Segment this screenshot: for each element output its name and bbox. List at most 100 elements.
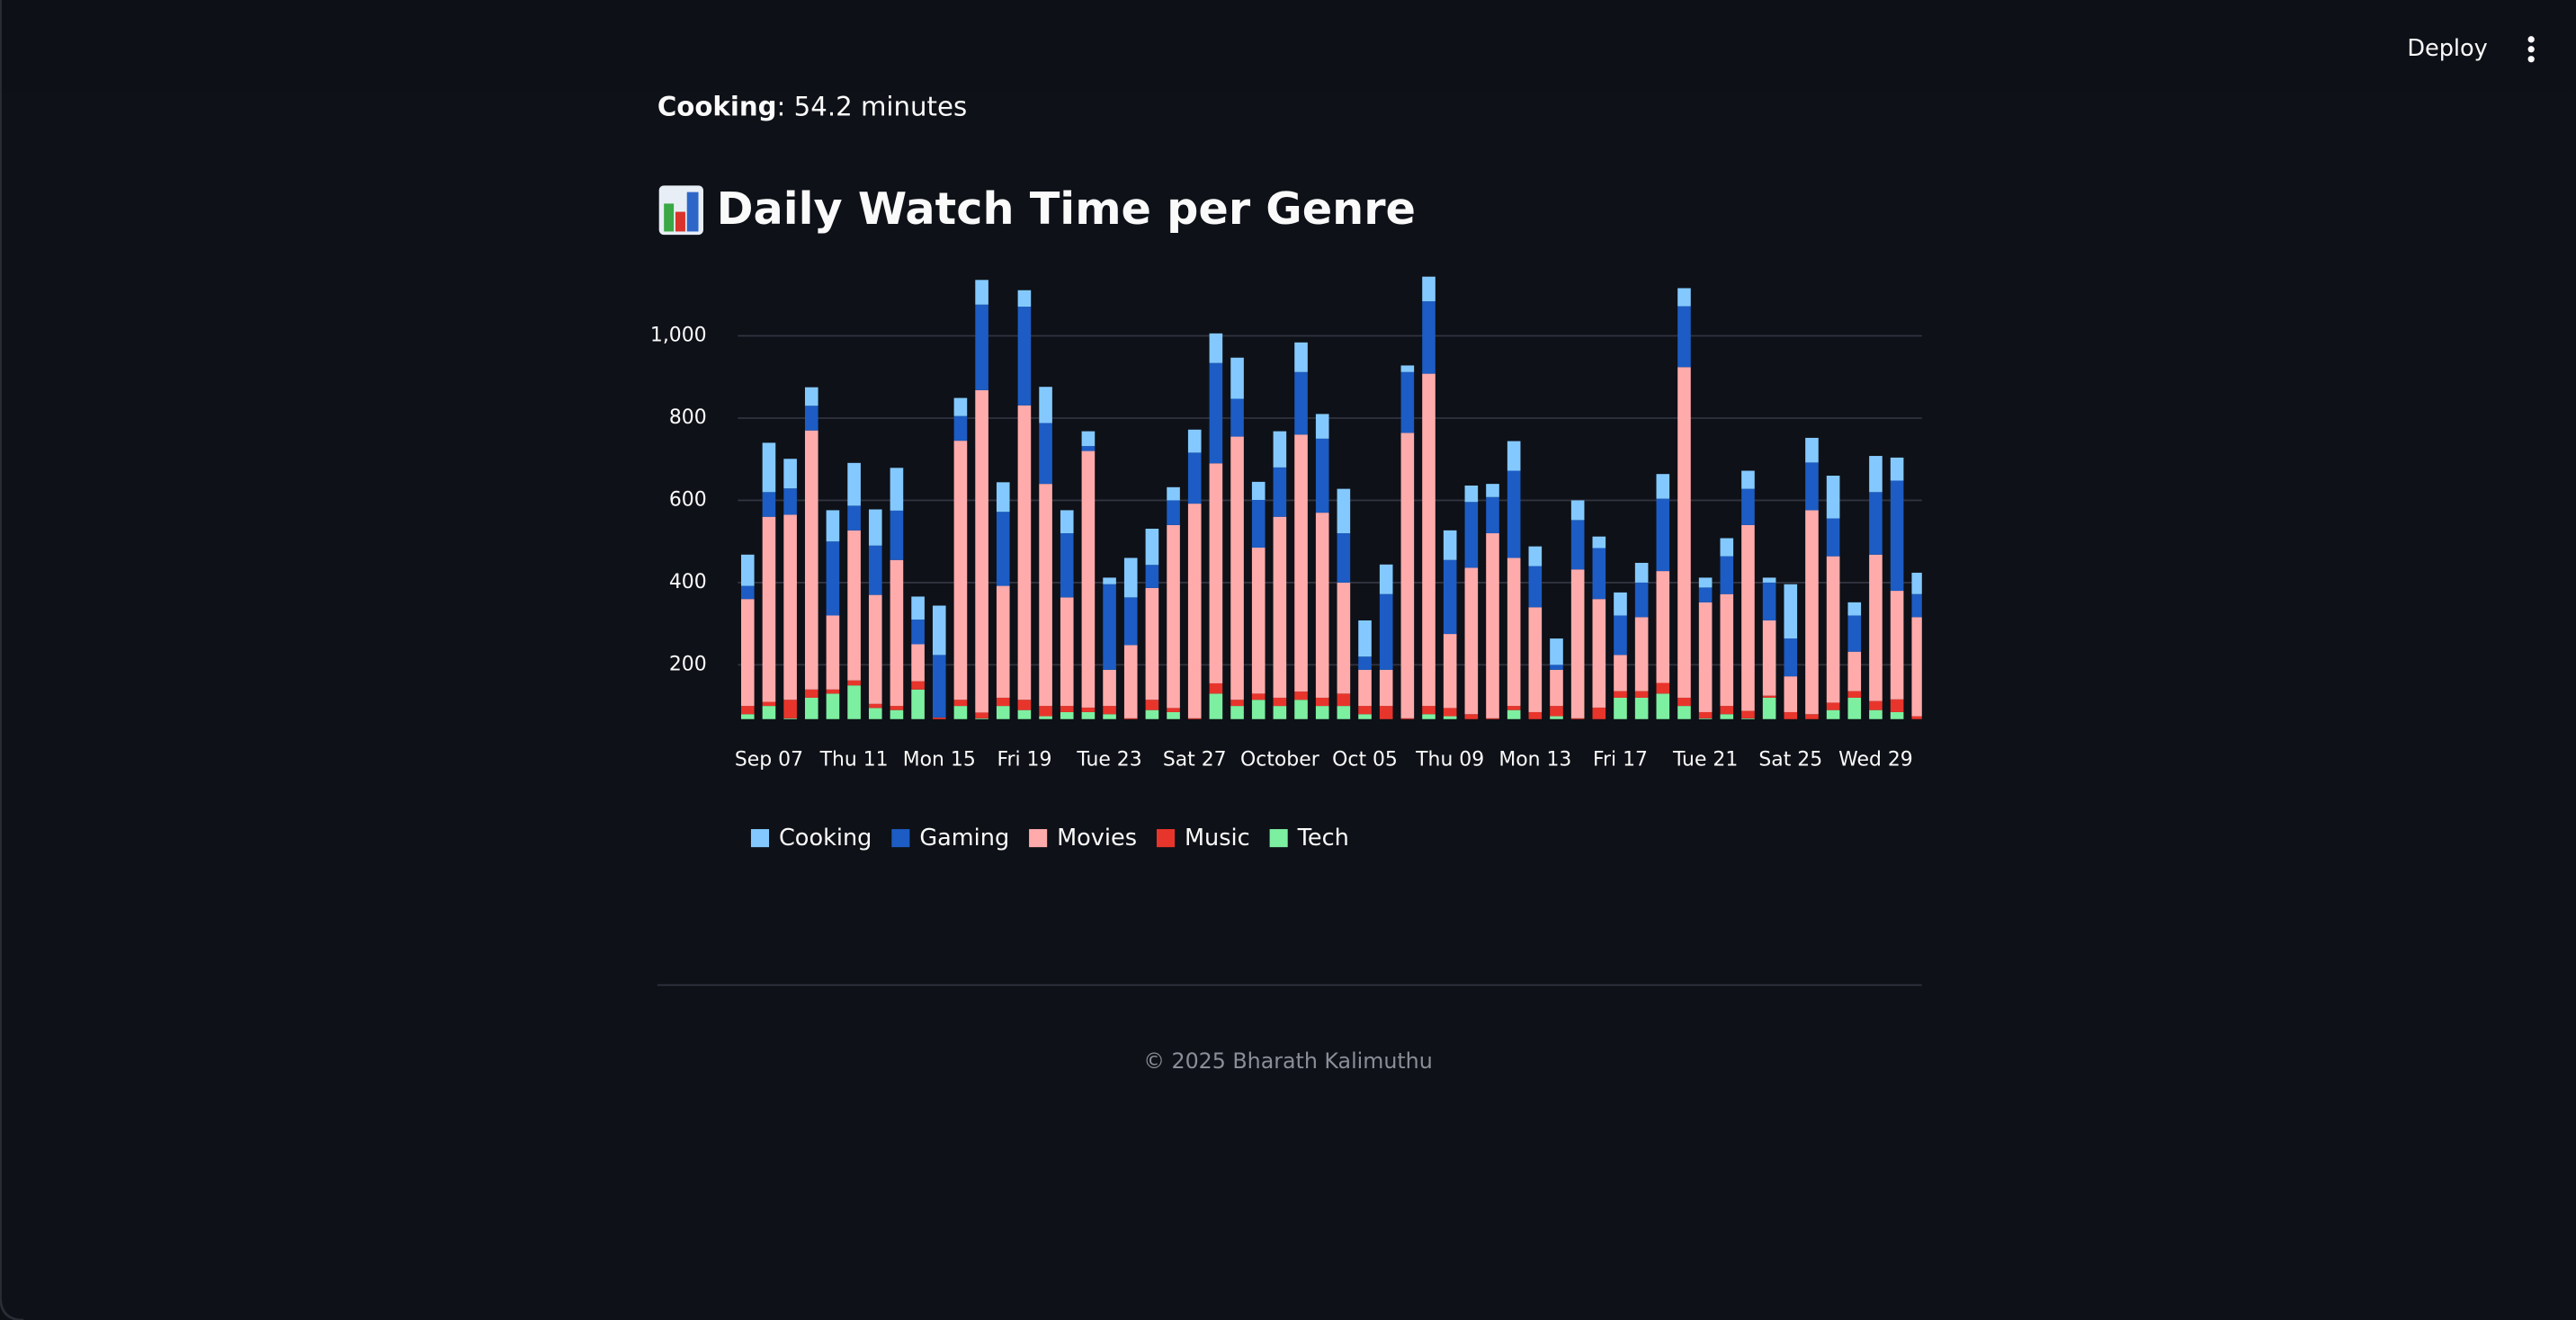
legend-label: Gaming bbox=[919, 825, 1009, 852]
bar-segment bbox=[1060, 597, 1074, 707]
bar-segment bbox=[1294, 691, 1308, 700]
bar-segment bbox=[1123, 557, 1138, 598]
bar-segment bbox=[1294, 700, 1308, 719]
bar-segment bbox=[911, 620, 925, 645]
y-tick-label: 600 bbox=[669, 488, 707, 511]
bar-segment bbox=[1826, 709, 1840, 719]
bar-segment bbox=[1017, 290, 1032, 308]
bar-segment bbox=[1422, 276, 1436, 302]
bar-segment bbox=[1379, 669, 1393, 707]
bar-segment bbox=[1187, 718, 1202, 719]
bar-segment bbox=[1784, 711, 1798, 719]
bar-segment bbox=[740, 585, 755, 600]
bar-segment bbox=[1634, 691, 1649, 698]
bar-segment bbox=[1762, 695, 1776, 698]
bar-segment bbox=[1677, 288, 1691, 307]
bar-segment bbox=[1337, 488, 1351, 534]
x-tick-label: Thu 11 bbox=[819, 748, 889, 771]
y-tick-label: 400 bbox=[669, 571, 707, 593]
bar-segment bbox=[1315, 414, 1329, 439]
bar-segment bbox=[868, 708, 882, 719]
bar-segment bbox=[1379, 593, 1393, 670]
bar-segment bbox=[911, 681, 925, 690]
bar-segment bbox=[996, 697, 1010, 707]
bar-segment bbox=[1869, 709, 1883, 719]
bar-segment bbox=[868, 509, 882, 546]
bar-segment bbox=[1017, 405, 1032, 700]
bar-segment bbox=[804, 387, 818, 406]
bar-segment bbox=[762, 492, 776, 517]
bar-segment bbox=[1698, 577, 1713, 588]
bar-segment bbox=[1826, 702, 1840, 710]
bar-segment bbox=[1273, 467, 1287, 517]
bar-segment bbox=[1507, 557, 1521, 707]
bar-segment bbox=[996, 512, 1010, 586]
legend-swatch bbox=[891, 829, 910, 848]
bar-segment bbox=[1464, 567, 1479, 715]
bar-segment bbox=[1507, 706, 1521, 710]
bar-segment bbox=[1443, 634, 1457, 709]
bar-segment bbox=[1337, 706, 1351, 719]
bar-segment bbox=[1592, 599, 1606, 708]
legend-swatch bbox=[1029, 829, 1048, 848]
bar-segment bbox=[804, 697, 818, 719]
bar-segment bbox=[1847, 651, 1862, 691]
bar-segment bbox=[1507, 470, 1521, 558]
bar-segment bbox=[1890, 480, 1904, 592]
bar-segment bbox=[1081, 450, 1096, 708]
bar-segment bbox=[1720, 714, 1734, 719]
bar-segment bbox=[1060, 533, 1074, 598]
bar-segment bbox=[1805, 437, 1819, 463]
bar-segment bbox=[996, 585, 1010, 698]
bar-segment bbox=[1017, 307, 1032, 406]
x-tick-label: Wed 29 bbox=[1838, 748, 1913, 771]
bar-segment bbox=[975, 712, 988, 718]
bar-segment bbox=[1826, 518, 1840, 557]
bar-segment bbox=[1720, 706, 1734, 715]
bar-segment bbox=[1273, 431, 1287, 468]
y-tick-label: 800 bbox=[669, 406, 707, 429]
bar-segment bbox=[1230, 357, 1244, 399]
bar-segment bbox=[932, 655, 946, 718]
chart: 200 400 600 800 1,000 Sep 07 Thu 11 Mon 15 Fri 1… bbox=[650, 276, 1922, 852]
bar-segment bbox=[1337, 582, 1351, 694]
bar-segment bbox=[1656, 682, 1670, 694]
bar-segment bbox=[1209, 333, 1223, 363]
bar-segment bbox=[1209, 693, 1223, 719]
bar-segment bbox=[1315, 513, 1329, 698]
bar-segment bbox=[1507, 709, 1521, 719]
x-tick-label: Thu 09 bbox=[1415, 748, 1484, 771]
bar-segment bbox=[1677, 367, 1691, 698]
bar-segment bbox=[1614, 691, 1627, 698]
bar-segment bbox=[1039, 484, 1052, 707]
bar-segment bbox=[740, 554, 755, 586]
bar-segment bbox=[1167, 524, 1180, 709]
x-tick-label: Mon 13 bbox=[1498, 748, 1571, 771]
menu-button[interactable] bbox=[2527, 36, 2535, 63]
bar-segment bbox=[783, 459, 797, 489]
bar-segment bbox=[1017, 700, 1032, 710]
bar-segment bbox=[868, 594, 882, 704]
bar-segment bbox=[1614, 655, 1627, 691]
bar-segment bbox=[1550, 669, 1563, 707]
x-tick-label: Oct 05 bbox=[1332, 748, 1398, 771]
bar-segment bbox=[1145, 565, 1159, 588]
bar-segment bbox=[1167, 500, 1180, 525]
bar-segment bbox=[1784, 638, 1798, 677]
bar-segment bbox=[1145, 587, 1159, 700]
bar-segment bbox=[1677, 306, 1691, 368]
legend-swatch bbox=[1156, 829, 1176, 848]
bar-segment bbox=[1720, 556, 1734, 594]
bar-segment bbox=[1422, 373, 1436, 707]
bar-segment bbox=[1805, 510, 1819, 715]
bar-segment bbox=[1443, 716, 1457, 719]
bar-segment bbox=[1486, 484, 1499, 497]
legend: Cooking Gaming Movies Music Tech bbox=[750, 825, 1349, 852]
bar-segment bbox=[1337, 533, 1351, 583]
bar-segment bbox=[1230, 398, 1244, 437]
deploy-button[interactable]: Deploy bbox=[2407, 35, 2487, 62]
bar-segment bbox=[1911, 593, 1922, 618]
bar-segment bbox=[1103, 706, 1116, 715]
bar-segment bbox=[1039, 423, 1052, 485]
